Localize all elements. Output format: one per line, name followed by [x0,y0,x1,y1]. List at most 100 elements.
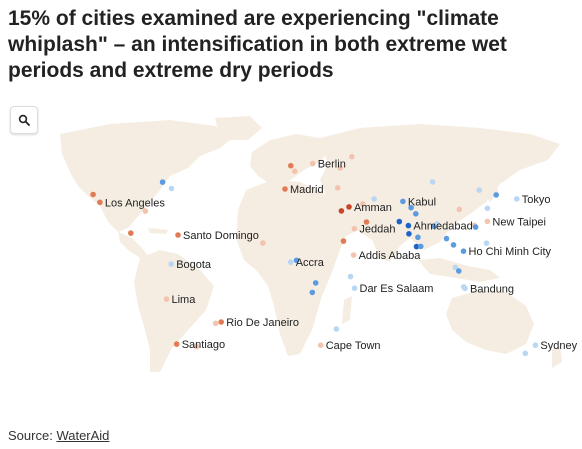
city-marker[interactable] [193,343,200,350]
city-marker-tokyo[interactable] [514,196,520,202]
city-marker-cape-town[interactable] [317,342,324,348]
city-marker[interactable] [456,268,462,274]
asia [320,124,560,262]
central-america [118,232,148,258]
city-label-los-angeles: Los Angeles [105,197,165,209]
city-marker[interactable] [128,230,134,236]
city-marker[interactable] [452,264,459,271]
city-label-bandung: Bandung [470,283,514,295]
europe [250,134,330,184]
city-marker[interactable] [360,201,366,207]
city-label-ahmedabad: Ahmedabad [413,221,472,233]
city-marker[interactable] [418,243,424,250]
city-marker-kabul[interactable] [400,198,406,205]
page-title: 15% of cities examined are experiencing … [8,7,507,82]
city-marker[interactable] [309,289,316,296]
city-marker[interactable] [443,235,450,242]
city-marker-ho-chi-minh-city[interactable] [460,248,467,254]
city-label-tokyo: Tokyo [522,194,551,206]
search-icon [18,114,30,126]
city-marker-sydney[interactable] [532,342,539,348]
city-label-addis-ababa: Addis Ababa [359,250,422,262]
map-canvas: Berlin Madrid Los Angeles Amman Kabul Tokyo Ah… [60,116,578,372]
city-label-cape-town: Cape Town [326,340,381,352]
city-marker-accra[interactable] [287,259,294,265]
city-label-santo-domingo: Santo Domingo [183,230,259,242]
city-marker[interactable] [338,208,345,214]
city-marker[interactable] [334,185,341,191]
city-marker[interactable] [288,162,294,169]
city-marker-santiago[interactable] [173,341,180,347]
city-marker-bandung[interactable] [462,285,468,292]
city-marker[interactable] [260,240,266,246]
city-marker-los-angeles[interactable] [97,199,103,206]
city-marker[interactable] [168,185,175,192]
city-label-amman: Amman [354,202,392,214]
city-marker-rio-de-janeiro[interactable] [218,319,224,325]
city-marker-new-taipei[interactable] [484,218,491,225]
city-marker[interactable] [450,242,457,248]
city-label-new-taipei: New Taipei [492,216,546,228]
city-marker-berlin[interactable] [309,160,316,167]
city-marker[interactable] [396,218,403,225]
city-markers [90,153,539,357]
city-marker[interactable] [333,326,340,332]
city-marker[interactable] [472,224,479,230]
source-note: Source: WaterAid [8,428,109,443]
city-label-sydney: Sydney [540,340,577,352]
city-marker[interactable] [212,320,219,327]
city-marker[interactable] [429,179,436,185]
city-label-ho-chi-minh-city: Ho Chi Minh City [469,246,552,258]
city-label-lima: Lima [172,294,197,306]
city-label-bogota: Bogota [176,259,212,271]
city-label-madrid: Madrid [290,184,324,196]
city-marker[interactable] [408,204,414,211]
city-marker[interactable] [476,187,483,193]
city-marker[interactable] [340,238,347,244]
search-button[interactable] [10,106,38,134]
city-marker[interactable] [349,153,355,160]
city-marker[interactable] [522,350,529,357]
city-marker[interactable] [159,179,166,185]
city-marker[interactable] [413,243,420,250]
city-marker-addis-ababa[interactable] [350,252,357,258]
city-marker[interactable] [413,211,419,217]
city-marker[interactable] [493,192,500,198]
city-marker-santo-domingo[interactable] [175,232,181,238]
city-marker-amman[interactable] [346,204,352,210]
city-marker[interactable] [483,240,490,246]
city-marker[interactable] [90,191,96,198]
city-marker[interactable] [434,221,440,227]
city-marker[interactable] [312,280,319,286]
madagascar [342,296,352,324]
city-label-santiago: Santiago [182,339,225,351]
city-label-accra: Accra [296,257,325,269]
city-marker-jeddah[interactable] [351,225,358,232]
land-masses [60,116,562,372]
city-marker[interactable] [484,205,491,212]
city-marker[interactable] [142,208,149,214]
city-labels: Berlin Madrid Los Angeles Amman Kabul Tokyo Ah… [105,159,578,353]
city-marker[interactable] [337,165,344,171]
source-prefix: Source: [8,428,53,443]
city-marker-ahmedabad[interactable] [405,222,412,229]
city-marker[interactable] [291,168,298,174]
city-marker-lima[interactable] [163,296,170,302]
city-label-kabul: Kabul [408,196,436,208]
city-label-jeddah: Jeddah [359,224,395,236]
city-marker[interactable] [406,231,412,237]
city-marker-dar-es-salaam[interactable] [351,285,358,291]
city-marker[interactable] [371,196,377,202]
city-marker-bogota[interactable] [168,261,174,267]
africa [236,180,348,356]
city-marker[interactable] [293,257,300,264]
new-zealand [552,346,562,368]
city-marker[interactable] [456,206,463,213]
city-marker[interactable] [415,234,421,241]
city-marker-madrid[interactable] [282,186,288,192]
north-america [60,120,235,232]
world-map: Berlin Madrid Los Angeles Amman Kabul Tokyo Ah… [0,110,582,400]
city-marker[interactable] [363,219,370,225]
city-marker[interactable] [347,273,354,280]
source-link[interactable]: WaterAid [56,428,110,443]
